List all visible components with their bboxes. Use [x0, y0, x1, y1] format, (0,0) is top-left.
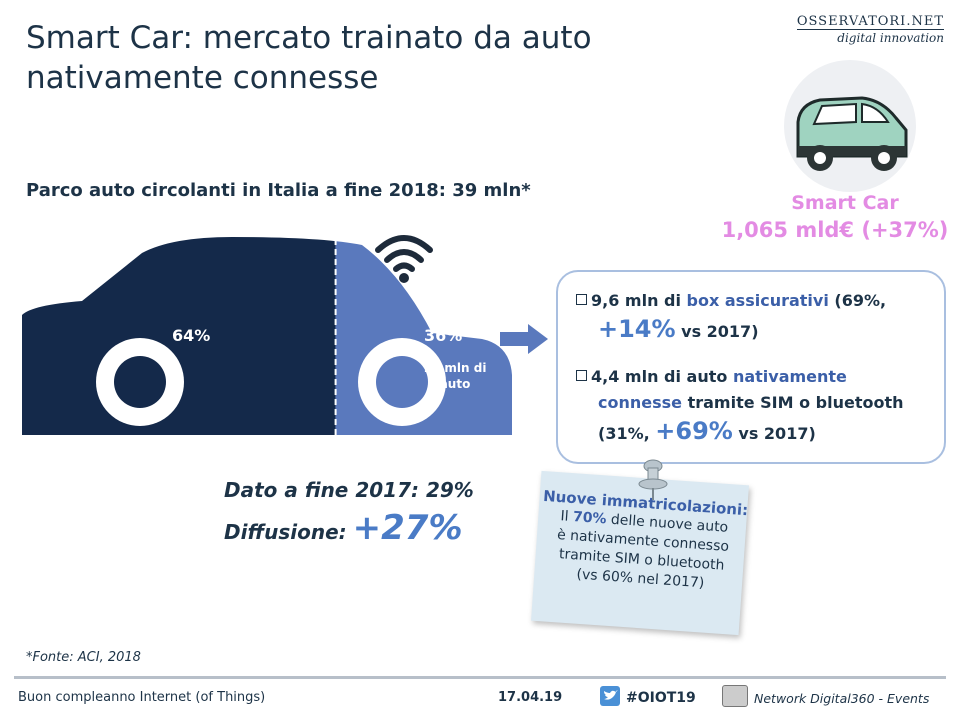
rear-wheel-inner [114, 356, 166, 408]
page-title: Smart Car: mercato trainato da auto nati… [26, 20, 592, 96]
front-wheel-inner [376, 356, 428, 408]
small-car-icon [784, 60, 916, 192]
diffusion-value: +27% [352, 508, 463, 548]
car-park-subtitle: Parco auto circolanti in Italia a fine 2… [26, 180, 531, 201]
wifi-icon [375, 235, 433, 283]
footer-date: 17.04.19 [498, 690, 563, 705]
push-pin-icon [638, 459, 668, 500]
stat-item-2-growth: (31%, +69% vs 2017) [598, 417, 816, 445]
new-registrations-note: Nuove immatricolazioni: Il 70% delle nuo… [537, 487, 749, 596]
smart-car-value: 1,065 mld€ (+37%) [721, 218, 949, 242]
stat-item-2: 4,4 mln di auto nativamente [576, 364, 847, 390]
footer-divider [14, 676, 946, 679]
footer-hashtag[interactable]: #OIOT19 [626, 690, 696, 706]
logo-line2: digital innovation [796, 29, 944, 45]
checkbox-icon [576, 370, 587, 381]
car-share-chart [22, 237, 512, 445]
data-end-2017: Dato a fine 2017: 29% [224, 478, 474, 502]
connected-cars-count: 14 mln di auto [423, 361, 487, 391]
ground [22, 435, 512, 445]
source-note: *Fonte: ACI, 2018 [26, 650, 141, 665]
diffusion: Diffusione: +27% [224, 508, 463, 548]
stat-item-2-line2: connesse tramite SIM o bluetooth [598, 393, 904, 412]
logo-line1: OSSERVATORI.NET [796, 14, 944, 29]
share-36-label: 36% [424, 326, 463, 345]
footer-event-title: Buon compleanno Internet (of Things) [18, 690, 266, 705]
share-64-label: 64% [172, 326, 211, 345]
logo: OSSERVATORI.NET digital innovation [796, 14, 944, 45]
smart-car-label: Smart Car [791, 192, 899, 214]
connected-car-stats-box: 9,6 mln di box assicurativi (69%, +14% v… [556, 270, 946, 464]
stat-item-1: 9,6 mln di box assicurativi (69%, [576, 288, 886, 314]
footer-network: Network Digital360 - Events [754, 691, 930, 706]
arrow-right-icon [500, 324, 548, 354]
calendar-icon [722, 685, 748, 707]
twitter-icon [600, 686, 620, 706]
stat-item-1-growth: +14% vs 2017) [598, 315, 759, 343]
checkbox-icon [576, 294, 587, 305]
diffusion-label: Diffusione: [224, 520, 347, 544]
